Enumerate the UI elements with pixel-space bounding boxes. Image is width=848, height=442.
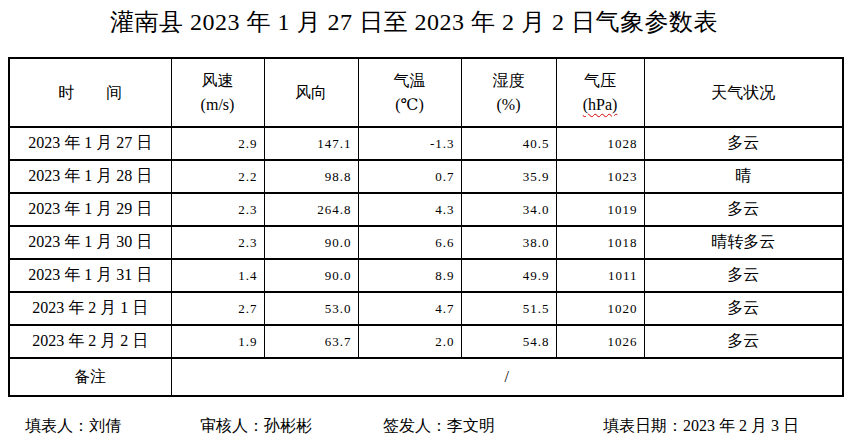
- table-row: 2023 年 1 月 27 日 2.9 147.1 -1.3 40.5 1028…: [9, 127, 843, 160]
- cell-weather: 多云: [644, 325, 843, 358]
- cell-temp: 4.7: [358, 292, 461, 325]
- cell-wind-speed: 2.3: [171, 226, 264, 259]
- cell-temp: 6.6: [358, 226, 461, 259]
- cell-wind-dir: 98.8: [264, 160, 358, 193]
- cell-wind-speed: 2.7: [171, 292, 264, 325]
- cell-humidity: 38.0: [461, 226, 556, 259]
- cell-weather: 多云: [644, 292, 843, 325]
- cell-pressure: 1028: [556, 127, 644, 160]
- cell-humidity: 34.0: [461, 193, 556, 226]
- cell-humidity: 54.8: [461, 325, 556, 358]
- cell-date: 2023 年 1 月 29 日: [9, 193, 171, 226]
- col-header-humidity: 湿度 (%): [461, 58, 556, 127]
- cell-pressure: 1019: [556, 193, 644, 226]
- col-header-pressure: 气压 (hPa): [556, 58, 644, 127]
- col-header-temp-unit: (℃): [359, 93, 461, 116]
- footer-reviewer: 审核人：孙彬彬: [200, 416, 312, 437]
- col-header-time: 时 间: [9, 58, 171, 127]
- col-header-wind-dir: 风向: [264, 58, 358, 127]
- cell-temp: -1.3: [358, 127, 461, 160]
- cell-wind-speed: 2.3: [171, 193, 264, 226]
- cell-humidity: 35.9: [461, 160, 556, 193]
- cell-wind-dir: 264.8: [264, 193, 358, 226]
- cell-wind-speed: 2.2: [171, 160, 264, 193]
- weather-report-page: 灌南县 2023 年 1 月 27 日至 2023 年 2 月 2 日气象参数表…: [0, 0, 848, 442]
- cell-wind-dir: 90.0: [264, 226, 358, 259]
- cell-temp: 8.9: [358, 259, 461, 292]
- remark-label-cell: 备注: [9, 358, 171, 396]
- col-header-wind-speed-label: 风速: [172, 69, 264, 92]
- weather-table: 时 间 风速 (m/s) 风向 气温 (℃) 湿度 (%): [8, 57, 844, 397]
- header-row: 时 间 风速 (m/s) 风向 气温 (℃) 湿度 (%): [9, 58, 843, 127]
- footer-filler: 填表人：刘倩: [25, 416, 121, 437]
- cell-wind-dir: 147.1: [264, 127, 358, 160]
- cell-temp: 0.7: [358, 160, 461, 193]
- cell-wind-dir: 90.0: [264, 259, 358, 292]
- cell-weather: 多云: [644, 259, 843, 292]
- cell-humidity: 51.5: [461, 292, 556, 325]
- cell-wind-speed: 1.4: [171, 259, 264, 292]
- cell-weather: 晴转多云: [644, 226, 843, 259]
- table-row: 2023 年 2 月 2 日 1.9 63.7 2.0 54.8 1026 多云: [9, 325, 843, 358]
- cell-pressure: 1026: [556, 325, 644, 358]
- footer-issuer: 签发人：李文明: [383, 416, 495, 437]
- table-row: 2023 年 1 月 30 日 2.3 90.0 6.6 38.0 1018 晴…: [9, 226, 843, 259]
- col-header-time-label: 时 间: [10, 81, 171, 104]
- col-header-wind-speed: 风速 (m/s): [171, 58, 264, 127]
- cell-date: 2023 年 1 月 28 日: [9, 160, 171, 193]
- cell-wind-speed: 1.9: [171, 325, 264, 358]
- cell-pressure: 1023: [556, 160, 644, 193]
- footer-fill-date: 填表日期：2023 年 2 月 3 日: [603, 416, 799, 437]
- cell-pressure: 1020: [556, 292, 644, 325]
- table-row: 2023 年 1 月 28 日 2.2 98.8 0.7 35.9 1023 晴: [9, 160, 843, 193]
- col-header-temp-label: 气温: [359, 69, 461, 92]
- cell-weather: 晴: [644, 160, 843, 193]
- col-header-wind-dir-label: 风向: [265, 81, 358, 104]
- cell-temp: 4.3: [358, 193, 461, 226]
- cell-pressure: 1018: [556, 226, 644, 259]
- col-header-humidity-unit: (%): [462, 93, 556, 116]
- cell-humidity: 40.5: [461, 127, 556, 160]
- col-header-pressure-label: 气压: [557, 69, 644, 92]
- col-header-weather-label: 天气状况: [645, 81, 843, 104]
- cell-date: 2023 年 1 月 31 日: [9, 259, 171, 292]
- cell-weather: 多云: [644, 193, 843, 226]
- table-row: 2023 年 1 月 29 日 2.3 264.8 4.3 34.0 1019 …: [9, 193, 843, 226]
- cell-temp: 2.0: [358, 325, 461, 358]
- cell-date: 2023 年 2 月 2 日: [9, 325, 171, 358]
- cell-weather: 多云: [644, 127, 843, 160]
- col-header-humidity-label: 湿度: [462, 69, 556, 92]
- cell-date: 2023 年 1 月 27 日: [9, 127, 171, 160]
- cell-wind-speed: 2.9: [171, 127, 264, 160]
- page-title: 灌南县 2023 年 1 月 27 日至 2023 年 2 月 2 日气象参数表: [0, 6, 828, 38]
- table-row: 2023 年 2 月 1 日 2.7 53.0 4.7 51.5 1020 多云: [9, 292, 843, 325]
- cell-pressure: 1011: [556, 259, 644, 292]
- table-row: 2023 年 1 月 31 日 1.4 90.0 8.9 49.9 1011 多…: [9, 259, 843, 292]
- cell-date: 2023 年 2 月 1 日: [9, 292, 171, 325]
- col-header-wind-speed-unit: (m/s): [172, 93, 264, 116]
- col-header-weather: 天气状况: [644, 58, 843, 127]
- remark-row: 备注 /: [9, 358, 843, 396]
- footer: 填表人：刘倩 审核人：孙彬彬 签发人：李文明 填表日期：2023 年 2 月 3…: [0, 414, 848, 438]
- cell-humidity: 49.9: [461, 259, 556, 292]
- cell-wind-dir: 53.0: [264, 292, 358, 325]
- remark-value-cell: /: [171, 358, 843, 396]
- cell-wind-dir: 63.7: [264, 325, 358, 358]
- cell-date: 2023 年 1 月 30 日: [9, 226, 171, 259]
- col-header-temp: 气温 (℃): [358, 58, 461, 127]
- col-header-pressure-unit: (hPa): [557, 93, 644, 116]
